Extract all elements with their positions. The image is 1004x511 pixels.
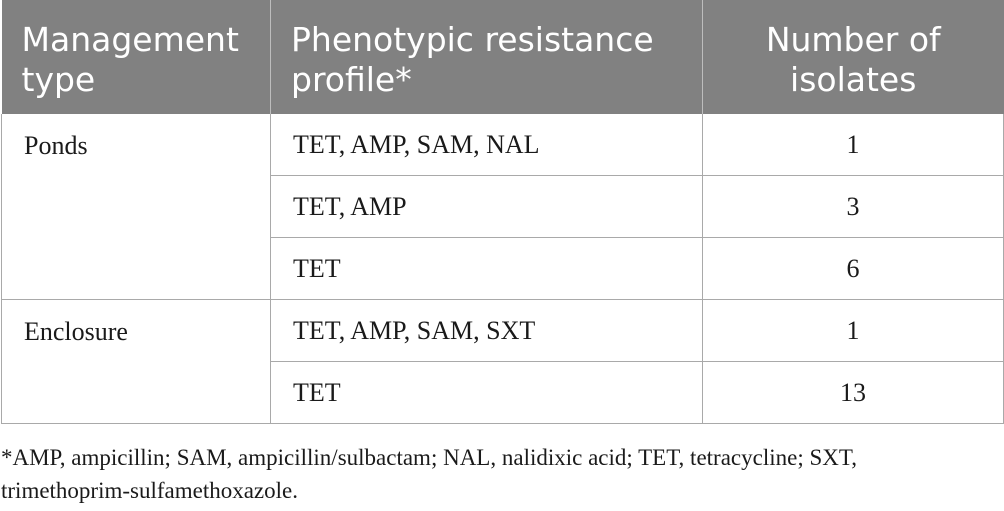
header-management-type: Management type [1, 0, 271, 114]
table-footnote: *AMP, ampicillin; SAM, ampicillin/sulbac… [1, 441, 1001, 507]
header-management-type-line2: type [21, 60, 96, 99]
isolates-count-cell: 6 [702, 237, 1004, 300]
table-row: Enclosure TET, AMP, SAM, SXT 1 [1, 299, 1004, 424]
header-resistance-profile-line2: profile* [291, 60, 412, 99]
header-number-of-isolates-line1: Number of [765, 20, 941, 59]
profile-cell: TET [270, 237, 703, 300]
isolates-count-cell: 3 [702, 175, 1004, 238]
profile-cell: TET [270, 361, 703, 424]
management-type-cell: Enclosure [1, 299, 271, 424]
header-number-of-isolates-line2: isolates [790, 60, 917, 99]
footnote-line-2: trimethoprim-sulfamethoxazole. [1, 478, 298, 503]
table-row: TET 6 [2, 237, 1004, 300]
profile-cell: TET, AMP, SAM, SXT [270, 299, 703, 362]
table-row: Ponds TET, AMP, SAM, NAL 1 [1, 114, 1004, 300]
table-row: TET, AMP 3 [2, 175, 1004, 238]
header-number-of-isolates: Number of isolates [703, 0, 1004, 114]
management-type-cell: Ponds [1, 114, 271, 300]
header-resistance-profile-line1: Phenotypic resistance [291, 20, 654, 59]
profile-cell: TET, AMP [270, 175, 703, 238]
resistance-table: Management type Phenotypic resistance pr… [1, 0, 1004, 424]
footnote-line-1: *AMP, ampicillin; SAM, ampicillin/sulbac… [1, 445, 857, 470]
header-resistance-profile: Phenotypic resistance profile* [270, 0, 703, 114]
profile-cell: TET, AMP, SAM, NAL [270, 114, 703, 176]
header-management-type-line1: Management [21, 20, 239, 59]
isolates-count-cell: 1 [702, 114, 1004, 176]
table-row: TET 13 [2, 361, 1004, 424]
isolates-count-cell: 13 [702, 361, 1004, 424]
table-header-row: Management type Phenotypic resistance pr… [1, 0, 1004, 114]
isolates-count-cell: 1 [702, 299, 1004, 362]
